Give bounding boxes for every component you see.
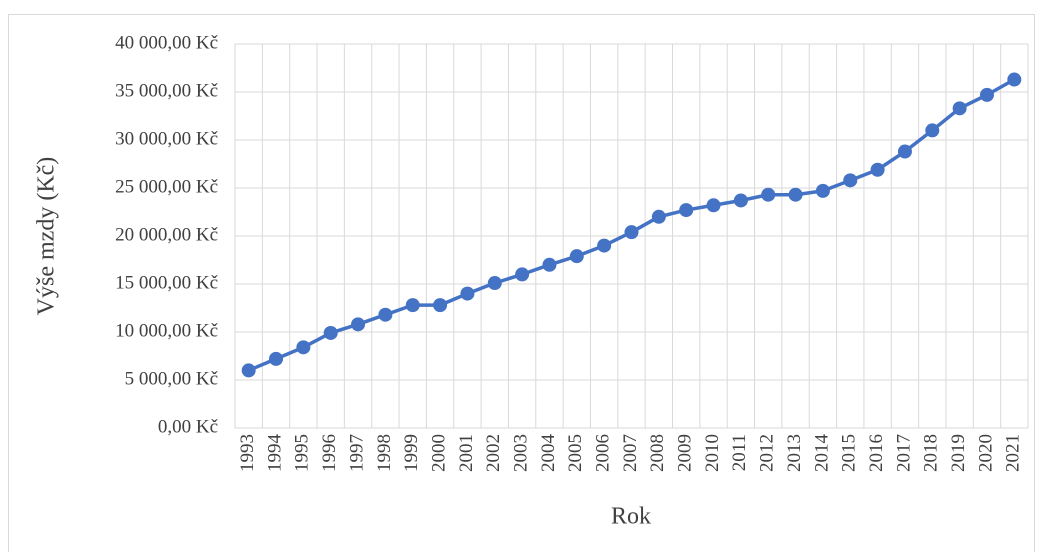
x-tick-label: 2011 [729, 434, 750, 471]
data-point [241, 363, 256, 378]
data-point [296, 340, 311, 355]
x-tick-label: 2006 [593, 434, 614, 472]
x-tick-label: 2010 [702, 434, 723, 472]
y-tick-label: 20 000,00 Kč [115, 224, 218, 245]
y-tick-label: 15 000,00 Kč [115, 272, 218, 293]
x-tick-label: 2017 [893, 434, 914, 472]
x-tick-label: 2005 [565, 434, 586, 472]
y-tick-label: 5 000,00 Kč [125, 368, 218, 389]
x-tick-label: 1999 [401, 434, 422, 472]
y-tick-label: 40 000,00 Kč [115, 32, 218, 53]
data-point [815, 183, 830, 198]
data-point [378, 307, 393, 322]
x-tick-label: 2008 [647, 434, 668, 472]
data-point [870, 162, 885, 177]
data-point [433, 298, 448, 313]
data-point [979, 87, 994, 102]
x-tick-label: 2014 [811, 434, 832, 473]
data-point [487, 276, 502, 291]
x-tick-label: 2007 [620, 434, 641, 472]
x-tick-label: 2009 [675, 434, 696, 472]
data-point [515, 267, 530, 282]
data-point [925, 123, 940, 138]
data-point [897, 144, 912, 159]
data-point [569, 249, 584, 264]
data-point [269, 351, 284, 366]
x-tick-label: 2018 [921, 434, 942, 472]
x-tick-label: 1996 [319, 434, 340, 472]
x-tick-label: 2001 [456, 434, 477, 472]
data-point [323, 325, 338, 340]
x-tick-label: 1997 [346, 434, 367, 472]
y-tick-label: 0,00 Kč [158, 416, 218, 437]
data-point [351, 317, 366, 332]
x-tick-label: 1998 [374, 434, 395, 472]
x-tick-label: 2021 [1003, 434, 1024, 472]
x-tick-label: 2003 [510, 434, 531, 472]
data-point [843, 173, 858, 188]
x-tick-label: 2004 [538, 434, 559, 473]
data-point [1007, 72, 1022, 87]
x-tick-label: 2015 [839, 434, 860, 472]
x-axis-title: Rok [611, 504, 651, 530]
x-tick-label: 2013 [784, 434, 805, 472]
y-tick-label: 25 000,00 Kč [115, 176, 218, 197]
x-tick-label: 2020 [975, 434, 996, 472]
x-tick-label: 2012 [757, 434, 778, 472]
data-point [460, 286, 475, 301]
data-point [679, 203, 694, 218]
x-tick-label: 1994 [264, 434, 285, 473]
data-point [952, 101, 967, 116]
x-tick-label: 1993 [237, 434, 258, 472]
data-point [706, 198, 721, 213]
x-tick-label: 1995 [292, 434, 313, 472]
y-tick-label: 35 000,00 Kč [115, 80, 218, 101]
data-point [733, 193, 748, 208]
x-tick-label: 2016 [866, 434, 887, 472]
data-point [651, 209, 666, 224]
y-tick-label: 30 000,00 Kč [115, 128, 218, 149]
x-tick-label: 2000 [428, 434, 449, 472]
data-point [542, 257, 557, 272]
y-axis-title: Výše mzdy (Kč) [34, 157, 60, 316]
y-tick-label: 10 000,00 Kč [115, 320, 218, 341]
data-point [788, 187, 803, 202]
data-point [597, 238, 612, 253]
data-point [405, 298, 420, 313]
x-tick-label: 2002 [483, 434, 504, 472]
data-point [624, 225, 639, 240]
data-point [761, 187, 776, 202]
x-tick-label: 2019 [948, 434, 969, 472]
